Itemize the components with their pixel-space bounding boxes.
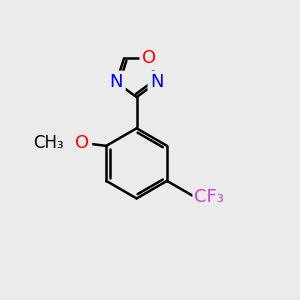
- Text: N: N: [150, 73, 164, 91]
- Text: CF₃: CF₃: [194, 188, 224, 206]
- Text: N: N: [110, 73, 123, 91]
- Text: O: O: [75, 134, 89, 152]
- Text: O: O: [142, 50, 156, 68]
- Text: CH₃: CH₃: [33, 134, 64, 152]
